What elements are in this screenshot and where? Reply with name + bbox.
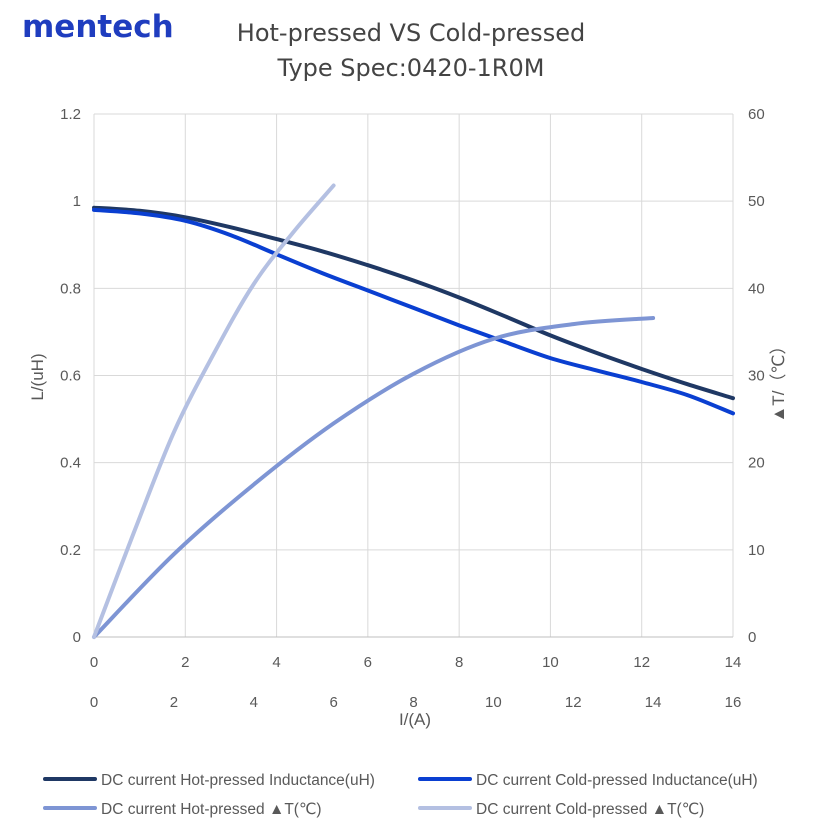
legend-item-cold-inductance: DC current Cold-pressed Inductance(uH) <box>418 772 758 789</box>
y-left-tick-label: 1.2 <box>60 106 81 123</box>
y-right-tick-label: 30 <box>748 368 765 385</box>
x-primary-tick-label: 6 <box>364 654 372 671</box>
series-hot-pressed-inductance <box>92 205 735 401</box>
x-secondary-tick-label: 12 <box>565 694 582 711</box>
y-left-tick-label: 0 <box>73 629 81 646</box>
y-axis-right-label: ▲T/（℃） <box>769 337 788 422</box>
x-secondary-tick-label: 8 <box>409 694 417 711</box>
series-cold-pressed-inductance <box>92 207 735 416</box>
x-secondary-tick-label: 2 <box>170 694 178 711</box>
x-secondary-tick-label: 0 <box>90 694 98 711</box>
x-secondary-tick-label: 4 <box>250 694 258 711</box>
x-primary-tick-label: 0 <box>90 654 98 671</box>
x-primary-tick-label: 12 <box>633 654 650 671</box>
legend-label: DC current Hot-pressed Inductance(uH) <box>101 772 375 789</box>
y-left-tick-label: 0.2 <box>60 542 81 559</box>
legend-label: DC current Cold-pressed Inductance(uH) <box>476 772 758 789</box>
y-left-tick-label: 0.6 <box>60 368 81 385</box>
series-layer <box>92 183 735 639</box>
x-primary-tick-label: 8 <box>455 654 463 671</box>
legend-label: DC current Hot-pressed ▲T(℃) <box>101 801 322 818</box>
x-secondary-tick-label: 6 <box>329 694 337 711</box>
x-primary-tick-label: 4 <box>272 654 280 671</box>
legend-item-hot-temperature: DC current Hot-pressed ▲T(℃) <box>43 801 322 818</box>
y-right-tick-label: 40 <box>748 280 765 297</box>
y-left-tick-label: 0.8 <box>60 280 81 297</box>
legend-label: DC current Cold-pressed ▲T(℃) <box>476 801 704 818</box>
chart-subtitle: Type Spec:0420-1R0M <box>277 54 545 82</box>
legend-item-cold-temperature: DC current Cold-pressed ▲T(℃) <box>418 801 704 818</box>
y-left-tick-label: 1 <box>73 193 81 210</box>
legend-item-hot-inductance: DC current Hot-pressed Inductance(uH) <box>43 772 375 789</box>
y-right-tick-label: 20 <box>748 455 765 472</box>
y-right-tick-label: 50 <box>748 193 765 210</box>
y-right-tick-label: 0 <box>748 629 756 646</box>
x-primary-tick-label: 14 <box>725 654 742 671</box>
x-secondary-tick-label: 10 <box>485 694 502 711</box>
y-right-tick-label: 10 <box>748 542 765 559</box>
chart-title: Hot-pressed VS Cold-pressed <box>237 19 585 47</box>
legend: DC current Hot-pressed Inductance(uH) DC … <box>43 772 758 818</box>
y-axis-left-label: L/(uH) <box>28 353 47 400</box>
x-secondary-tick-label: 14 <box>645 694 662 711</box>
y-left-tick-label: 0.4 <box>60 455 81 472</box>
x-axis-label: I/(A) <box>399 710 431 729</box>
x-primary-tick-label: 10 <box>542 654 559 671</box>
series-hot-pressed-temperature <box>92 316 656 639</box>
series-cold-pressed-temperature <box>92 183 336 639</box>
y-right-tick-label: 60 <box>748 106 765 123</box>
x-secondary-tick-label: 16 <box>725 694 742 711</box>
x-primary-tick-label: 2 <box>181 654 189 671</box>
brand-logo: mentech <box>22 9 174 45</box>
